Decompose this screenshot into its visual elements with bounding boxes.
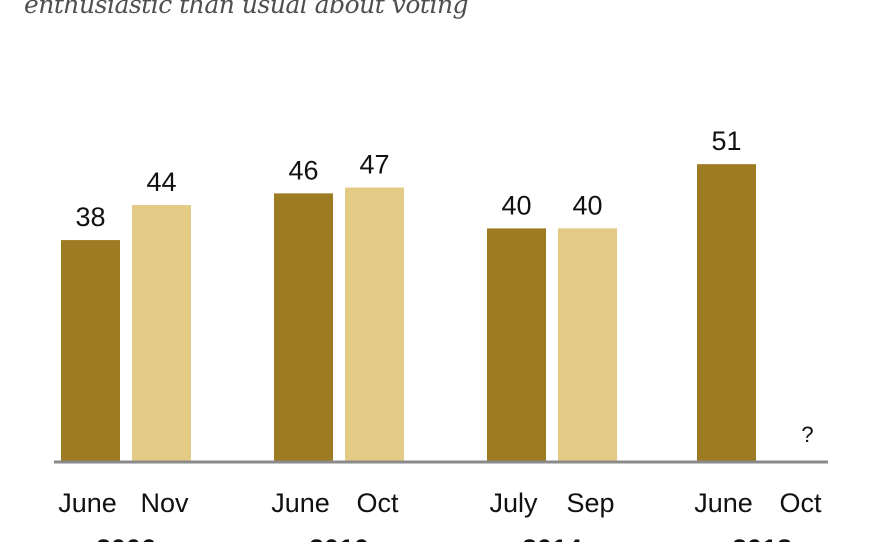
bar-2014-sep [558,228,617,462]
year-label: 2010 [309,534,369,542]
month-label: Oct [779,488,822,518]
chart-subtitle: enthusiastic than usual about voting [24,0,469,19]
bar-2010-oct [345,187,404,462]
bar-2014-july [487,228,546,462]
month-label: June [58,488,117,518]
value-label: ? [801,422,813,447]
year-label: 2018 [732,534,792,542]
year-label: 2006 [96,534,156,542]
bar-2006-june [61,240,120,462]
value-label: 44 [146,167,176,197]
month-label: June [694,488,753,518]
value-label: 51 [711,126,741,156]
month-label: July [489,488,538,518]
value-label: 46 [288,155,318,185]
value-label: 38 [75,202,105,232]
value-label: 40 [572,190,602,220]
bar-2006-nov [132,205,191,463]
month-label: Oct [356,488,399,518]
month-label: Nov [140,488,189,518]
bar-2018-june [697,164,756,462]
value-label: 47 [359,150,389,180]
month-label: Sep [566,488,614,518]
bar-2010-june [274,193,333,463]
month-label: June [271,488,330,518]
year-label: 2014 [522,534,582,542]
value-label: 40 [501,190,531,220]
